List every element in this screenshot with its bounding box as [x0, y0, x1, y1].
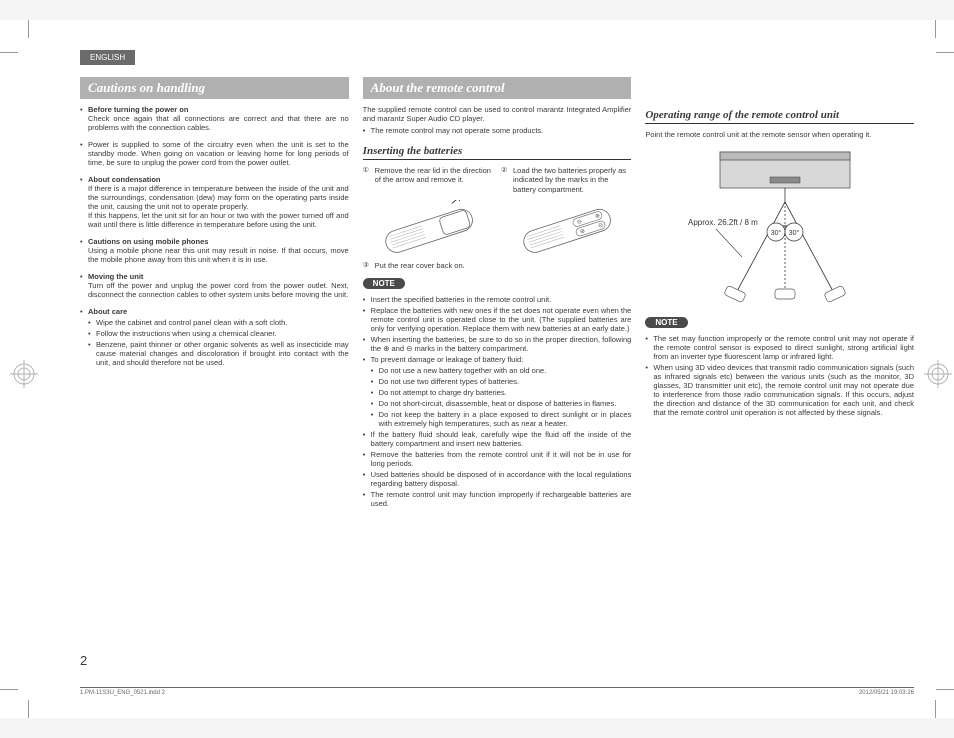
column-remote: About the remote control The supplied re…	[363, 77, 632, 508]
crop-mark	[0, 52, 18, 53]
footer-timestamp: 2012/05/21 19:03:26	[859, 690, 914, 696]
care-sub-0: Wipe the cabinet and control panel clean…	[96, 318, 349, 327]
note2-2: When inserting the batteries, be sure to…	[371, 335, 632, 353]
svg-text:30°: 30°	[788, 229, 799, 237]
heading-care: About care	[88, 307, 127, 316]
crop-mark	[28, 20, 29, 38]
text-before-power: Check once again that all connections ar…	[88, 114, 349, 132]
svg-text:30°: 30°	[770, 229, 781, 237]
sub-header-batteries: Inserting the batteries	[363, 145, 632, 160]
language-tab: ENGLISH	[80, 50, 135, 65]
content-columns: Cautions on handling •Before turning the…	[80, 77, 914, 508]
note2-7: Do not short-circuit, disassemble, heat …	[379, 399, 632, 408]
page-number: 2	[80, 653, 87, 668]
note2-5: Do not use two different types of batter…	[379, 377, 632, 386]
footer-file: 1.PM-11S3U_ENG_0521.indd 2	[80, 690, 165, 696]
note2-12: The remote control unit may function imp…	[371, 490, 632, 508]
heading-condensation: About condensation	[88, 175, 161, 184]
step-3-text: Put the rear cover back on.	[375, 261, 632, 270]
step-3-icon: ③	[363, 261, 375, 270]
note-label-range: NOTE	[645, 317, 687, 328]
sub-header-range: Operating range of the remote control un…	[645, 109, 914, 124]
battery-illustrations: ⊖ ⊕ ⊕ ⊖	[363, 200, 632, 255]
operating-range-diagram: 30° 30° Approx. 26.2ft / 8 m	[680, 147, 880, 309]
note2-0: Insert the specified batteries in the re…	[371, 295, 632, 304]
note2-4: Do not use a new battery together with a…	[379, 366, 632, 375]
range-intro: Point the remote control unit at the rem…	[645, 130, 914, 139]
heading-mobile: Cautions on using mobile phones	[88, 237, 208, 246]
note2-11: Used batteries should be disposed of in …	[371, 470, 632, 488]
care-sub-2: Benzene, paint thinner or other organic …	[96, 340, 349, 367]
heading-moving: Moving the unit	[88, 272, 143, 281]
note2-9: If the battery fluid should leak, carefu…	[371, 430, 632, 448]
registration-mark-left	[10, 360, 38, 388]
column-cautions: Cautions on handling •Before turning the…	[80, 77, 349, 508]
section-header-remote: About the remote control	[363, 77, 632, 99]
care-sub-1: Follow the instructions when using a che…	[96, 329, 349, 338]
note-label-batteries: NOTE	[363, 278, 405, 289]
note2-8: Do not keep the battery in a place expos…	[379, 410, 632, 428]
section-header-cautions: Cautions on handling	[80, 77, 349, 99]
text-condensation1: If there is a major difference in temper…	[88, 184, 349, 211]
heading-before-power: Before turning the power on	[88, 105, 188, 114]
note3-1: When using 3D video devices that transmi…	[653, 363, 914, 417]
remote-intro: The supplied remote control can be used …	[363, 105, 632, 124]
column-range: Operating range of the remote control un…	[645, 77, 914, 508]
remote-intro-bullet: The remote control may not operate some …	[371, 126, 632, 135]
text-moving: Turn off the power and unplug the power …	[88, 281, 349, 299]
svg-text:Approx. 26.2ft / 8 m: Approx. 26.2ft / 8 m	[688, 218, 758, 227]
text-condensation2: If this happens, let the unit sit for an…	[88, 211, 349, 229]
print-footer: 1.PM-11S3U_ENG_0521.indd 2 2012/05/21 19…	[80, 687, 914, 696]
note2-3: To prevent damage or leakage of battery …	[371, 355, 632, 364]
remote-open-illustration	[363, 200, 493, 255]
note2-10: Remove the batteries from the remote con…	[371, 450, 632, 468]
text-standby: Power is supplied to some of the circuit…	[88, 140, 349, 167]
note3-0: The set may function improperly or the r…	[653, 334, 914, 361]
note2-6: Do not attempt to charge dry batteries.	[379, 388, 632, 397]
battery-insert-illustration: ⊖ ⊕ ⊕ ⊖	[501, 200, 631, 255]
step-2-text: Load the two batteries properly as indic…	[513, 166, 631, 194]
step-1-text: Remove the rear lid in the direction of …	[375, 166, 493, 194]
crop-mark	[0, 689, 18, 690]
step-2-icon: ②	[501, 166, 513, 194]
text-mobile: Using a mobile phone near this unit may …	[88, 246, 349, 264]
step-1-icon: ①	[363, 166, 375, 194]
crop-mark	[936, 689, 954, 690]
registration-mark-right	[924, 360, 952, 388]
crop-mark	[28, 700, 29, 718]
crop-mark	[936, 52, 954, 53]
note2-1: Replace the batteries with new ones if t…	[371, 306, 632, 333]
crop-mark	[935, 700, 936, 718]
crop-mark	[935, 20, 936, 38]
manual-page: ENGLISH Cautions on handling •Before tur…	[0, 20, 954, 718]
